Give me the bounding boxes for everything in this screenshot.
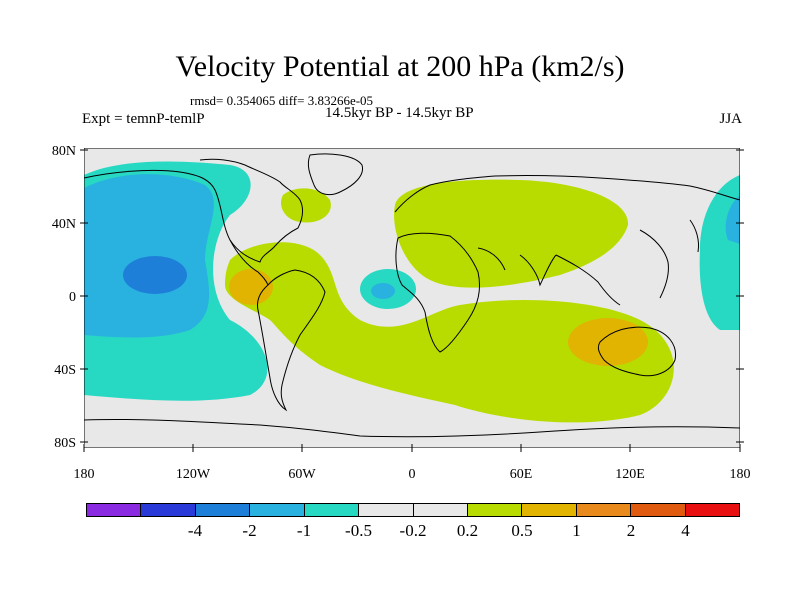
stats-line: rmsd= 0.354065 diff= 3.83266e-05	[190, 93, 374, 108]
colorbar-label: -0.2	[399, 521, 427, 540]
lat-axis	[80, 149, 744, 443]
lon-label-120e: 120E	[615, 467, 645, 482]
colorbar-swatch	[467, 504, 523, 516]
colorbar-label: -2	[242, 521, 257, 540]
colorbar-label: -4	[187, 521, 203, 540]
colorbar-label: 4	[681, 521, 690, 540]
map-field	[84, 148, 740, 448]
colorbar-swatch	[359, 504, 414, 516]
colorbar-label: -1	[296, 521, 312, 540]
contour-plus1-indian-ocean	[568, 318, 648, 366]
colorbar-label: 0.2	[456, 521, 479, 540]
contour-minus1-pacific	[84, 174, 214, 338]
colorbar	[86, 503, 740, 517]
colorbar-label: -0.5	[345, 521, 372, 540]
contour-minus2-pacific	[123, 256, 187, 294]
colorbar-swatch	[250, 504, 305, 516]
coast-europe-asia	[394, 175, 740, 213]
colorbar-label: 2	[626, 521, 636, 540]
lon-label-60w: 60W	[288, 467, 316, 482]
colorbar-swatch	[576, 504, 632, 516]
lat-label-0: 0	[69, 290, 76, 305]
contour-minus1-atlantic	[371, 283, 395, 299]
colorbar-swatch	[685, 504, 740, 516]
colorbar-swatch	[87, 504, 142, 516]
coast-antarctica	[84, 418, 740, 438]
coast-australia	[597, 326, 677, 377]
coast-south-america	[257, 269, 326, 412]
coast-southeast-asia	[555, 229, 669, 306]
lon-axis	[83, 444, 741, 452]
lat-label-40n: 40N	[52, 217, 76, 232]
lat-label-80s: 80S	[54, 436, 76, 451]
colorbar-swatch	[304, 504, 360, 516]
colorbar-label: 1	[572, 521, 581, 540]
lon-label-180e: 180	[730, 467, 751, 482]
coast-central-america	[229, 239, 269, 286]
lat-label-40s: 40S	[54, 363, 76, 378]
lon-label-120w: 120W	[176, 467, 211, 482]
lon-label-0: 0	[409, 467, 416, 482]
colorbar-label: 0.5	[511, 521, 533, 540]
plot-title: Velocity Potential at 200 hPa (km2/s)	[175, 50, 625, 83]
coast-north-america	[84, 158, 304, 263]
colorbar-swatch	[195, 504, 251, 516]
colorbar-swatch	[413, 504, 468, 516]
colorbar-swatch	[522, 504, 577, 516]
coast-japan	[689, 219, 699, 253]
coast-africa	[395, 232, 481, 353]
lat-label-80n: 80N	[52, 144, 76, 159]
coast-arabia-india	[477, 247, 557, 287]
plot-subtitle: 14.5kyr BP - 14.5kyr BP	[325, 105, 474, 121]
lon-label-60e: 60E	[510, 467, 533, 482]
contour-minus1-east	[725, 195, 740, 244]
contour-plus1-south-america	[229, 269, 273, 305]
contour-positive-southern	[225, 242, 674, 423]
lon-label-180w: 180	[74, 467, 95, 482]
experiment-label: Expt = temnP-temlP	[82, 111, 205, 127]
colorbar-swatch	[141, 504, 196, 516]
contour-positive-africa-asia	[394, 179, 629, 288]
colorbar-swatch	[631, 504, 686, 516]
coast-greenland	[307, 153, 364, 196]
season-label: JJA	[719, 111, 742, 127]
contour-positive-north-atlantic	[280, 188, 331, 223]
coastlines	[84, 153, 740, 438]
